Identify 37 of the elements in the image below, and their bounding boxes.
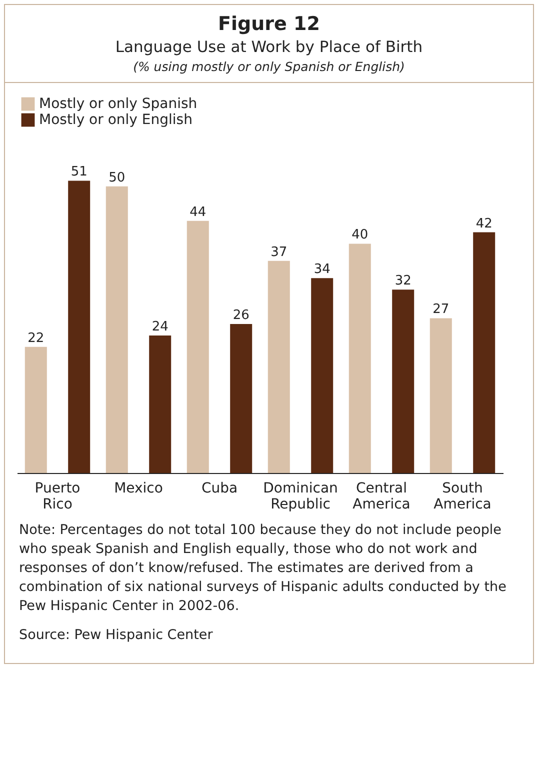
chart-subtitle: Language Use at Work by Place of Birth <box>114 38 424 56</box>
x-tick-label: South America <box>434 480 492 512</box>
legend-label: Mostly or only Spanish <box>39 96 198 112</box>
source-note: Source: Pew Hispanic Center <box>19 626 214 645</box>
data-label: 27 <box>432 302 450 318</box>
data-label: 37 <box>270 244 288 260</box>
chart-title: Figure 12 <box>217 13 321 35</box>
bar <box>348 244 371 473</box>
bar <box>186 220 209 473</box>
data-label: 34 <box>314 262 330 278</box>
data-label: 26 <box>232 308 250 323</box>
bar <box>106 186 128 473</box>
x-tick-label: Puerto Rico <box>34 480 80 512</box>
x-tick-label: Mexico <box>114 480 163 496</box>
bar <box>473 232 496 473</box>
bar <box>430 318 452 473</box>
data-label: 42 <box>476 216 492 232</box>
text: (% using mostly or only Spanish or English) <box>132 59 406 74</box>
text: Note: Percentages do not total 100 because they do not include people who speak Spanish and English equally, those who do not work and responses of don’t know/refused. The estimates are derived from a combination of six national surveys of Hispanic adults conducted by the Pew Hispanic Center in 2002-06. <box>19 521 508 616</box>
data-label: 44 <box>190 204 206 220</box>
bar <box>68 180 90 473</box>
data-label: 40 <box>352 228 368 243</box>
bar <box>311 278 334 473</box>
data-label: 32 <box>394 274 412 289</box>
bar <box>149 335 172 473</box>
x-tick-label: Cuba <box>201 480 238 496</box>
bar <box>24 346 47 473</box>
data-label: 24 <box>152 319 168 334</box>
bar <box>268 260 290 473</box>
x-tick-label: Central America <box>352 480 410 512</box>
data-label: 50 <box>108 170 126 186</box>
data-label: 22 <box>28 330 44 346</box>
legend-label: Mostly or only English <box>39 112 192 128</box>
data-label: 51 <box>70 164 88 180</box>
bar <box>230 324 252 473</box>
x-tick-label: Dominican Republic <box>263 480 338 512</box>
bar <box>392 290 414 473</box>
